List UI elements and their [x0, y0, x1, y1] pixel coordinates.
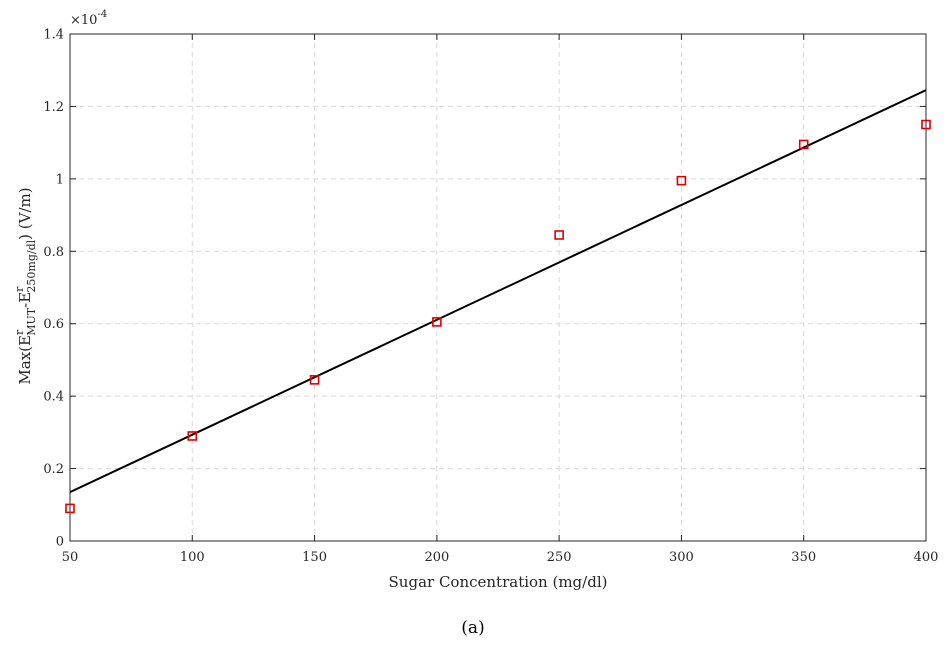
plot-frame — [69, 33, 927, 542]
data-point-marker — [65, 503, 75, 514]
data-point-marker — [921, 119, 931, 130]
x-tick-label: 250 — [547, 550, 572, 565]
data-point-marker — [554, 230, 564, 240]
x-tick-label: 400 — [914, 550, 939, 565]
y-axis-title-sub2: 250mg/dl — [25, 239, 38, 292]
data-point-marker — [676, 175, 687, 186]
label-layer: ×10-4 Sugar Concentration (mg/dl) Max(Er… — [13, 9, 607, 638]
y-axis-title-sub1: MUT — [25, 307, 38, 336]
y-tick-label: 1.4 — [43, 28, 64, 43]
fit-line — [69, 89, 927, 494]
y-axis-title: Max(ErMUT-Er250mg/dl) (V/m) — [13, 187, 38, 384]
y-tick-label: 0.8 — [43, 245, 64, 260]
x-tick-label: 50 — [62, 550, 79, 565]
y-axis-title-sup1: r — [13, 329, 26, 335]
axes-layer: 50 100 150 200 250 300 350 400 0 0.2 0.4 0.6 0.8 1 1.2… — [43, 28, 938, 566]
data-point-marker — [309, 375, 320, 385]
y-multiplier-exponent: -4 — [97, 9, 107, 20]
data-point-marker — [798, 139, 809, 150]
y-tick-label: 0 — [56, 535, 64, 550]
x-axis-title: Sugar Concentration (mg/dl) — [389, 573, 608, 591]
x-tick-label: 350 — [791, 550, 816, 565]
y-tick-label: 1 — [56, 172, 64, 187]
grid-layer — [70, 34, 926, 541]
y-tick-label: 1.2 — [43, 100, 64, 115]
y-multiplier-label: ×10-4 — [70, 9, 107, 28]
y-axis-title-mid: -E — [16, 292, 34, 308]
y-axis-title-suffix: ) (V/m) — [16, 187, 34, 239]
x-tick-label: 200 — [424, 550, 449, 565]
y-axis-title-prefix: Max(E — [16, 335, 34, 385]
data-point-marker — [432, 317, 442, 327]
y-tick-label: 0.2 — [43, 462, 64, 477]
x-tick-label: 150 — [302, 550, 327, 565]
figure-caption: (a) — [461, 618, 484, 638]
y-axis-title-sup2: r — [13, 286, 26, 292]
y-tick-label: 0.6 — [43, 317, 64, 332]
x-tick-label: 300 — [669, 550, 694, 565]
data-point-marker — [187, 431, 198, 441]
data-layer — [65, 89, 931, 514]
y-tick-label: 0.4 — [43, 390, 64, 405]
y-multiplier-base: ×10 — [70, 13, 97, 28]
x-tick-label: 100 — [180, 550, 205, 565]
